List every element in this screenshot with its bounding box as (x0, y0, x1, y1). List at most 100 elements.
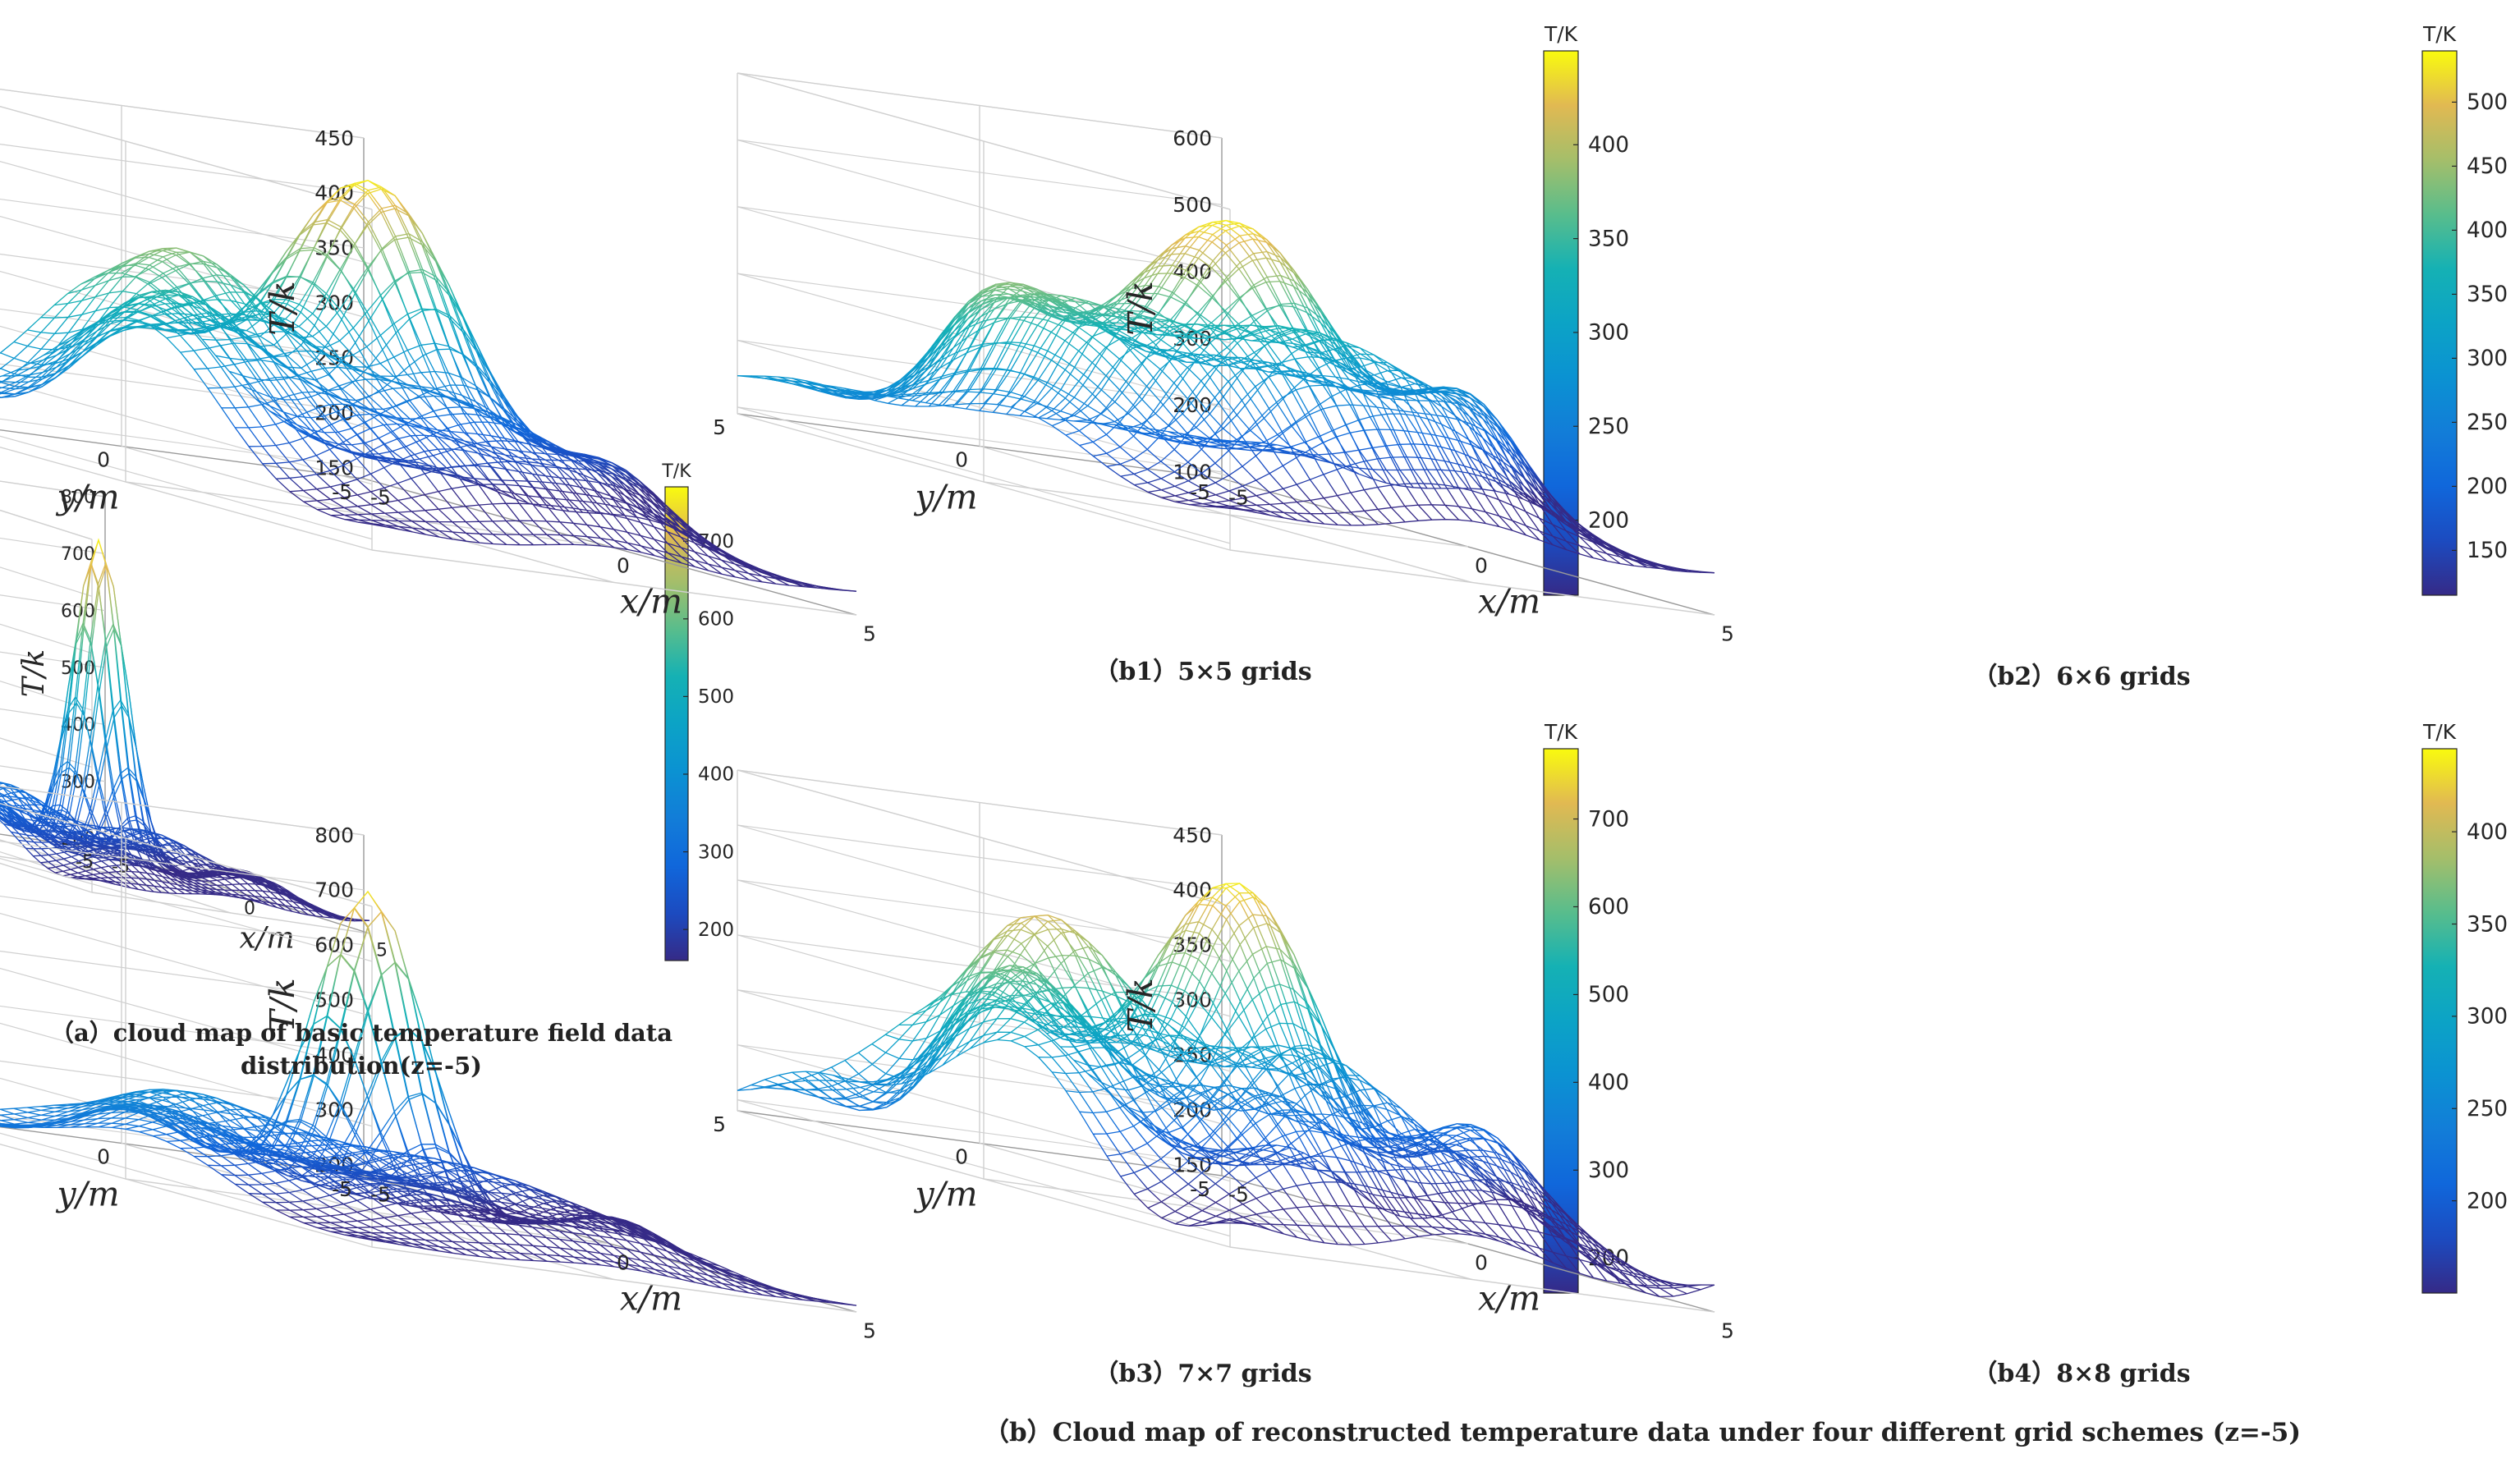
mesh-line-y (0, 1117, 399, 1245)
mesh-line-y (1141, 1057, 1635, 1286)
z-tick-label: 300 (61, 772, 95, 792)
mesh-line-y (831, 970, 1325, 1244)
colorbar-tick-label: 200 (698, 920, 734, 941)
mesh-line-y (1086, 1045, 1581, 1274)
z-grid-left (737, 824, 1223, 891)
grid-floor-y (121, 1142, 615, 1281)
surface-mesh-b4 (737, 883, 1715, 1298)
mesh-line-y (939, 929, 1433, 1236)
mesh-line-y (1060, 319, 1554, 546)
z-grid-left (737, 139, 1223, 205)
mesh-line-y (1168, 1104, 1661, 1286)
colorbar-tick-label: 150 (2467, 539, 2508, 563)
mesh-line-y (737, 1039, 1231, 1227)
colorbar-tick-label: 700 (1588, 807, 1629, 832)
z-tick-label: 800 (61, 488, 95, 508)
z-grid-left (737, 769, 1223, 836)
mesh-line-x (0, 280, 460, 476)
mesh-line-y (175, 1092, 668, 1277)
mesh-line-y (750, 1031, 1244, 1224)
mesh-line-y (162, 1028, 655, 1274)
x-tick-label: -5 (370, 485, 391, 509)
mesh-line-y (778, 342, 1271, 516)
floor-back-edge (0, 862, 93, 893)
mesh-line-y (269, 1149, 763, 1296)
z-grid-back (737, 206, 1231, 344)
z-grid-left (737, 406, 1223, 473)
z-grid-back (737, 1044, 1231, 1182)
z-grid-back (0, 851, 93, 882)
mesh-line-x (289, 1199, 775, 1289)
mesh-line-y (0, 800, 131, 888)
surface-mesh-a (0, 538, 370, 922)
z-tick-label: 450 (314, 126, 354, 150)
mesh-line-y (43, 819, 309, 915)
mesh-line-y (0, 561, 223, 897)
caption-b2: （b2）6×6 grids (1972, 663, 2190, 691)
x-tick-label: 5 (1721, 621, 1734, 645)
mesh-line-y (992, 225, 1486, 525)
mesh-line-y (0, 1123, 373, 1241)
x-tick-label: 5 (863, 621, 876, 645)
mesh-line-y (911, 284, 1406, 523)
mesh-line-y (1019, 946, 1513, 1246)
mesh-line-y (1006, 238, 1500, 527)
z-axis-label: T/k (263, 281, 302, 335)
mesh-line-x (194, 308, 679, 530)
mesh-line-y (1154, 1076, 1648, 1286)
y-axis-label: y/m (55, 1175, 119, 1214)
colorbar-tick-label: 300 (2467, 1005, 2508, 1030)
mesh-line-y (0, 803, 123, 887)
mesh-line-y (0, 760, 200, 895)
z-grid-back (737, 769, 1231, 907)
mesh-line-y (74, 830, 339, 920)
z-grid-left (0, 144, 365, 194)
z-grid-back (737, 139, 1231, 277)
mesh-line-y (979, 219, 1473, 522)
mesh-line-y (737, 374, 1231, 508)
mesh-line-y (0, 806, 116, 885)
mesh-line-y (1046, 991, 1540, 1258)
z-grid-back (737, 989, 1231, 1127)
mesh-line-y (0, 303, 399, 530)
z-axis-label: T/k (16, 649, 51, 697)
z-grid-left (0, 198, 365, 249)
z-grid-left (0, 895, 365, 946)
colorbar-tick-label: 200 (2467, 475, 2508, 499)
z-axis-label: T/k (1121, 978, 1160, 1032)
colorbar-label: T/K (661, 461, 691, 482)
mesh-line-x (1065, 331, 1551, 513)
mesh-line-y (0, 815, 177, 894)
caption-b: （b）Cloud map of reconstructed temperatur… (984, 1418, 2301, 1447)
surface-mesh-b2 (737, 219, 1715, 574)
mesh-line-y (0, 810, 108, 883)
z-tick-label: 800 (314, 823, 354, 847)
mesh-line-y (27, 319, 521, 546)
mesh-line-y (296, 421, 790, 586)
mesh-line-x (819, 293, 1305, 453)
colorbar-tick-label: 400 (698, 764, 734, 786)
y-tick-label: 0 (955, 448, 968, 472)
mesh-line-y (911, 971, 1406, 1240)
mesh-line-y (871, 293, 1366, 526)
mesh-line-y (0, 1111, 413, 1248)
colorbar-b1 (1543, 50, 1579, 596)
y-tick-label: -5 (76, 852, 94, 873)
mesh-line-y (188, 308, 682, 564)
mesh-line-y (1033, 280, 1527, 536)
caption-b3: （b3）7×7 grids (1094, 1360, 1311, 1388)
z-grid-back (0, 912, 373, 1017)
mesh-line-y (818, 286, 1311, 523)
panel-b2-6x6: 100 200 300 400 500 600 -5 0 5 -5 0 5 x/m y/m T/k T/K 15… (713, 22, 2508, 645)
mesh-line-y (94, 953, 588, 1264)
mesh-line-y (255, 1145, 750, 1294)
y-tick-label: 0 (97, 448, 110, 472)
z-tick-label: 700 (314, 878, 354, 902)
z-grid-back (0, 967, 373, 1072)
z-grid-back (737, 72, 1231, 210)
z-grid-left (0, 89, 365, 139)
caption-b4: （b4）8×8 grids (1972, 1360, 2190, 1388)
grid-floor-y (979, 445, 1473, 584)
colorbar-tick-label: 250 (2467, 410, 2508, 435)
colorbar-b2 (2421, 50, 2458, 596)
